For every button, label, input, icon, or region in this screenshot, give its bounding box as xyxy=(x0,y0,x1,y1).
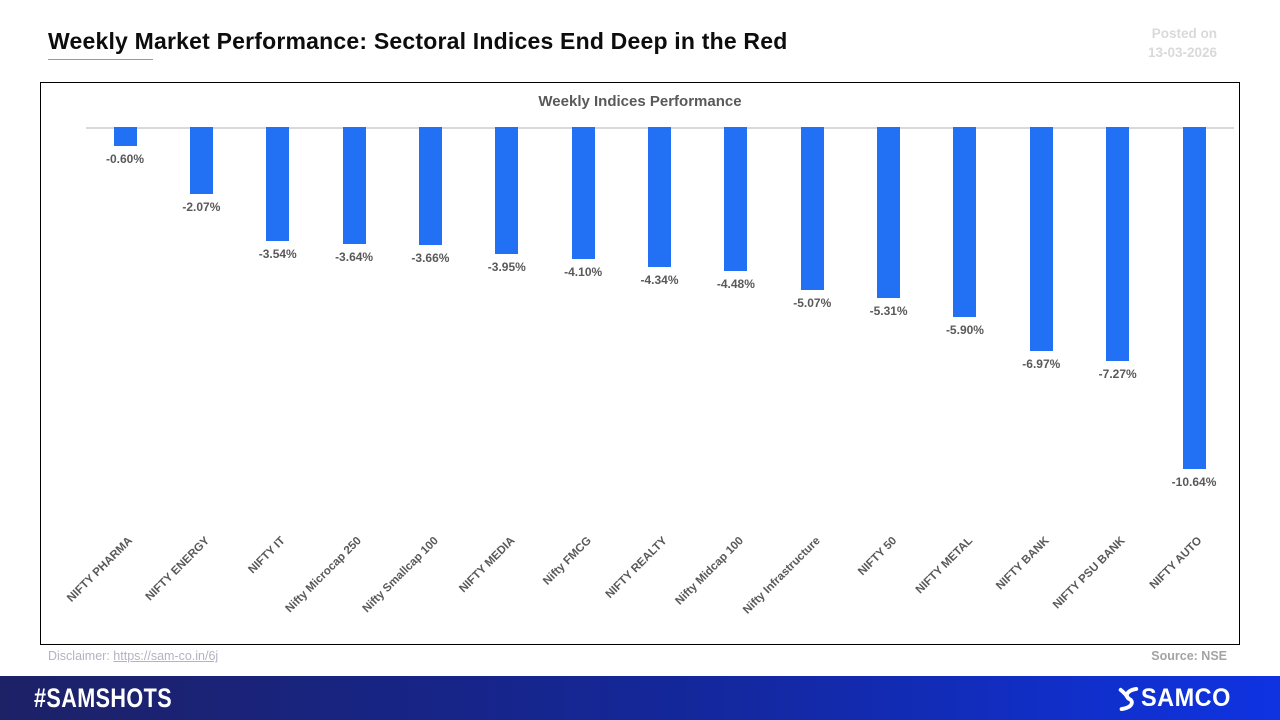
x-axis-label: NIFTY REALTY xyxy=(603,534,670,601)
bar xyxy=(1029,127,1053,352)
x-axis-label: Nifty Microcap 250 xyxy=(284,534,365,616)
bar-value-label: -4.48% xyxy=(716,277,755,292)
disclaimer-link[interactable]: https://sam-co.in/6j xyxy=(113,649,219,663)
chart-panel: Weekly Indices Performance -0.60% NIFTY P… xyxy=(40,82,1240,645)
bar-value-label: -3.95% xyxy=(487,259,526,274)
bar-value-label: -5.90% xyxy=(945,322,984,337)
bar xyxy=(189,127,213,194)
posted-on-date: 13-03-2026 xyxy=(1147,45,1217,60)
bar-value-label: -4.10% xyxy=(564,264,603,279)
samco-logo-text: SAMCO xyxy=(1141,684,1232,712)
x-axis-label: Nifty Midcap 100 xyxy=(673,534,747,608)
bar xyxy=(571,127,595,259)
chart-title: Weekly Indices Performance xyxy=(538,93,742,110)
bar xyxy=(342,127,366,245)
posted-on-block: Posted on 13-03-2026 xyxy=(1148,24,1217,62)
footer-brand-bar: #SAMSHOTS SAMCO xyxy=(0,676,1280,720)
bar-value-label: -3.54% xyxy=(258,246,297,261)
page-title: Weekly Market Performance: Sectoral Indi… xyxy=(48,28,788,54)
source-note: Source: NSE xyxy=(1151,649,1227,663)
disclaimer: Disclaimer: https://sam-co.in/6j xyxy=(48,649,218,663)
bar-value-label: -2.07% xyxy=(182,199,221,214)
x-axis-label: NIFTY AUTO xyxy=(1147,534,1205,592)
bar-value-label: -0.60% xyxy=(105,152,145,167)
bar xyxy=(266,127,290,241)
bar xyxy=(1106,127,1130,361)
samco-logo-icon xyxy=(1117,686,1139,712)
samco-logo: SAMCO xyxy=(1117,684,1237,713)
bar-value-label: -3.64% xyxy=(335,250,374,265)
bar-value-label: -5.07% xyxy=(793,296,832,310)
bar-value-label: -5.31% xyxy=(869,303,908,318)
bar xyxy=(648,127,672,267)
bar-value-label: -7.27% xyxy=(1098,366,1137,381)
bar xyxy=(418,127,442,245)
bar-value-label: -3.66% xyxy=(411,250,450,265)
x-axis-label: NIFTY BANK xyxy=(994,534,1052,593)
bar-value-label: -10.64% xyxy=(1171,475,1217,490)
x-axis-label: Nifty FMCG xyxy=(540,534,594,588)
bar xyxy=(1182,127,1206,470)
x-axis-label: NIFTY MEDIA xyxy=(456,534,518,596)
bar-value-label: -6.97% xyxy=(1022,357,1061,372)
x-axis-label: NIFTY ENERGY xyxy=(143,534,212,604)
x-axis-label: NIFTY PSU BANK xyxy=(1051,534,1128,612)
x-axis-label: Nifty Smallcap 100 xyxy=(360,534,441,616)
bar-value-label: -4.34% xyxy=(640,272,679,287)
samshots-hashtag: #SAMSHOTS xyxy=(34,683,173,713)
bar-chart-plot-area: -0.60% NIFTY PHARMA -2.07% NIFTY ENERGY -3.5… xyxy=(41,83,1239,644)
title-underline-decoration xyxy=(48,59,153,60)
x-axis-label: NIFTY IT xyxy=(246,534,289,577)
bar xyxy=(877,127,901,298)
bar xyxy=(724,127,748,272)
x-axis-label: Nifty Infrastructure xyxy=(740,534,823,617)
bar xyxy=(953,127,977,317)
x-axis-label: NIFTY METAL xyxy=(913,534,976,597)
x-axis-label: NIFTY 50 xyxy=(855,534,899,578)
x-axis-label: NIFTY PHARMA xyxy=(65,534,136,605)
bar xyxy=(113,127,137,147)
bar xyxy=(800,127,824,290)
posted-on-label: Posted on xyxy=(1151,26,1217,41)
disclaimer-label: Disclaimer: xyxy=(48,649,114,663)
bar xyxy=(495,127,519,254)
